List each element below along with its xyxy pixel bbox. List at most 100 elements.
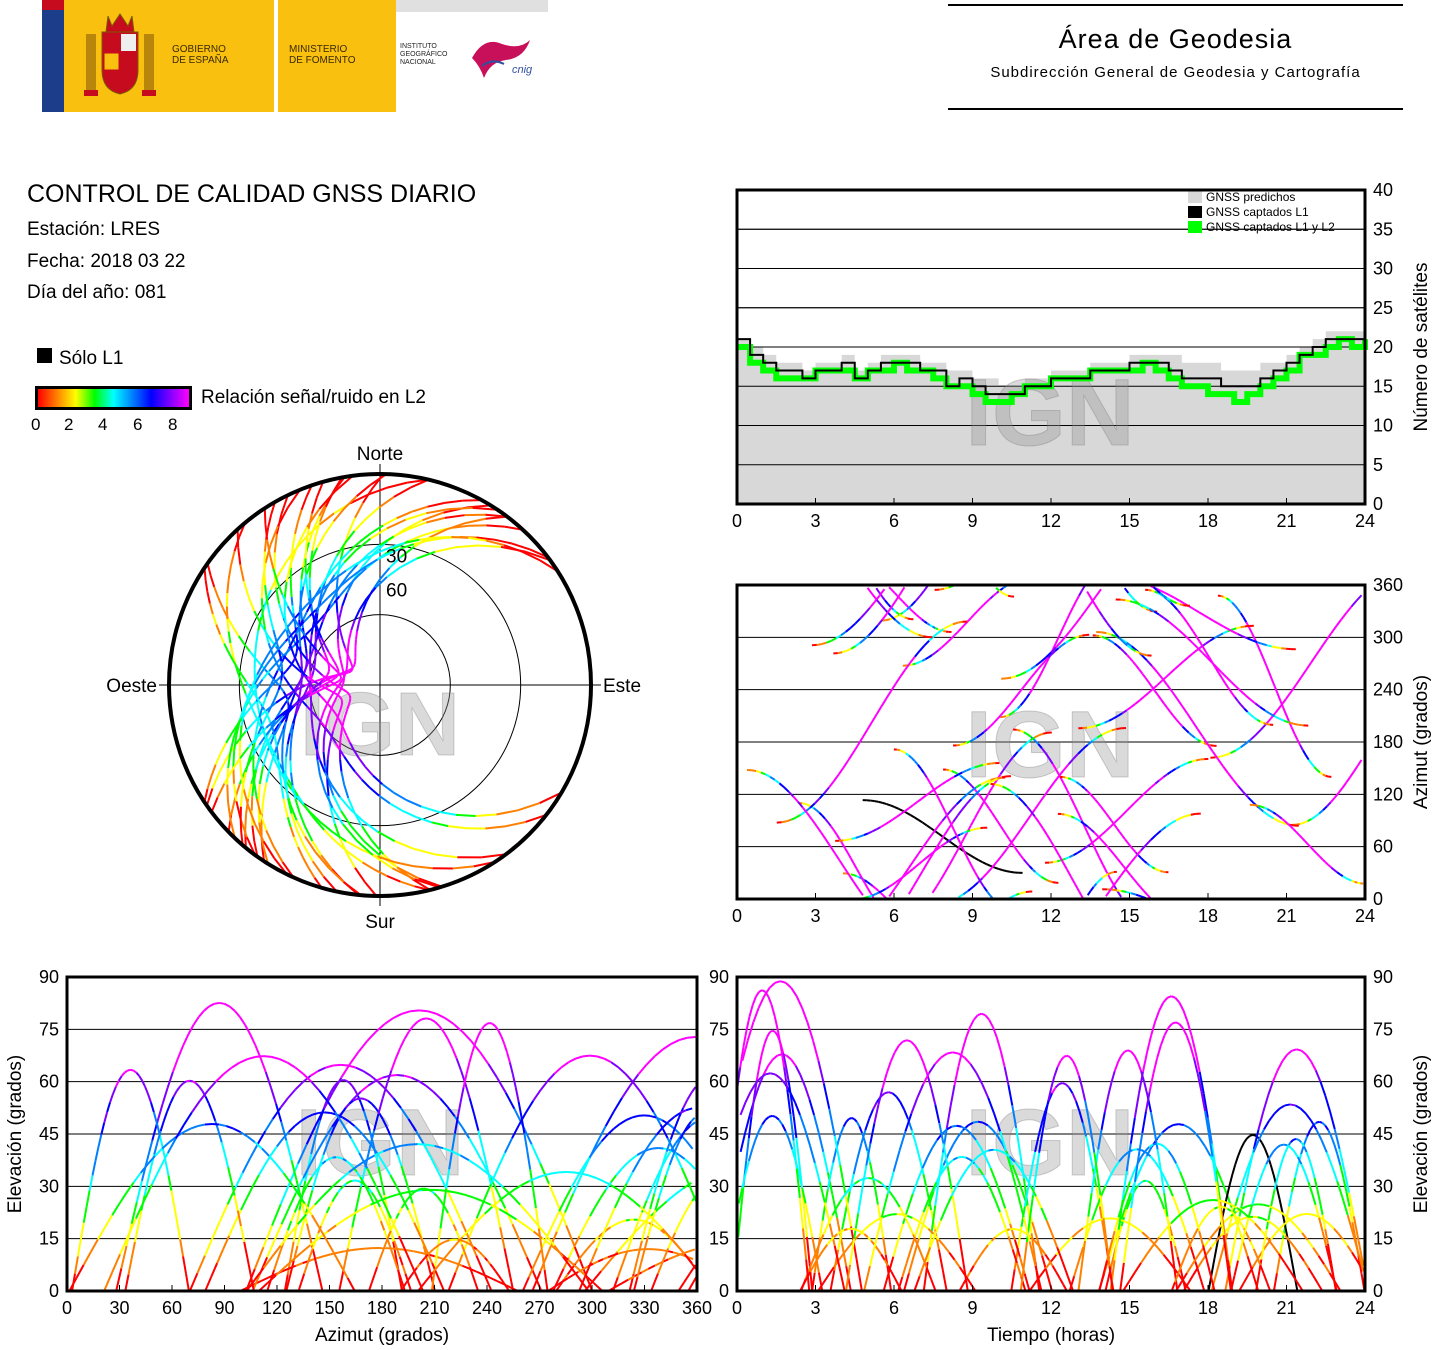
elev-az-segment: [645, 1188, 653, 1201]
elev-time-segment: [1148, 1073, 1155, 1092]
sky-segment: [341, 592, 348, 607]
sky-segment: [361, 601, 368, 613]
track-segment: [1118, 637, 1125, 643]
track-segment: [1066, 612, 1072, 620]
track-segment: [1330, 625, 1338, 634]
elev-az-segment: [249, 1033, 257, 1046]
track-segment: [896, 813, 902, 818]
sky-segment: [365, 586, 377, 600]
track-segment: [902, 750, 907, 755]
track-segment: [1140, 844, 1147, 852]
track-segment: [1105, 812, 1110, 818]
sky-segment: [367, 486, 388, 496]
track-segment: [1247, 637, 1253, 642]
track-segment: [871, 713, 878, 723]
elev-az-segment: [137, 1210, 143, 1227]
elev-time-segment: [844, 1264, 852, 1292]
elev-time-segment: [752, 1007, 760, 1024]
elev-time-segment: [1200, 1091, 1207, 1112]
track-segment: [846, 852, 852, 859]
track-segment: [951, 803, 958, 811]
elev-time-segment: [848, 1117, 852, 1120]
elev-time-segment: [1189, 1246, 1197, 1262]
sky-segment: [366, 551, 379, 559]
elev-time-segment: [1135, 1166, 1143, 1180]
track-segment: [880, 698, 888, 707]
elev-time-segment: [1260, 1142, 1266, 1149]
elev-az-segment: [365, 1138, 374, 1148]
track-segment: [1322, 805, 1328, 811]
sky-segment: [273, 533, 278, 553]
elev-time-segment: [853, 1228, 858, 1232]
track-segment: [1204, 639, 1211, 645]
track-segment: [1075, 781, 1080, 785]
track-segment: [975, 783, 982, 789]
sky-segment: [330, 656, 336, 663]
track-segment: [892, 608, 897, 613]
elev-time-segment: [923, 1246, 932, 1262]
elev-time-segment: [907, 1224, 915, 1235]
elev-az-segment: [625, 1171, 634, 1184]
elev-az-segment: [621, 1219, 627, 1223]
elev-time-segment: [749, 1083, 757, 1093]
station-label: Estación: LRES: [27, 219, 161, 240]
elev-time-segment: [1059, 1056, 1065, 1062]
elev-time-segment: [940, 1052, 948, 1059]
track-segment: [1257, 806, 1264, 813]
sky-segment: [265, 718, 277, 729]
track-segment: [1110, 627, 1117, 635]
track-segment: [875, 891, 880, 896]
elev-time-segment: [1336, 1181, 1344, 1199]
track-segment: [1326, 801, 1332, 808]
elev-az-segment: [170, 1190, 176, 1207]
elev-time-segment: [816, 1253, 822, 1261]
elev-az-segment: [452, 1204, 463, 1222]
track-segment: [905, 871, 910, 876]
elev-time-segment: [1077, 1265, 1083, 1292]
elev-az-segment: [162, 1111, 169, 1122]
track-segment: [885, 690, 892, 700]
sky-segment: [277, 684, 282, 691]
elev-az-segment: [324, 1111, 331, 1114]
elev-az-segment: [584, 1274, 595, 1284]
sky-segment: [251, 782, 255, 797]
elev-az-segment: [127, 1257, 133, 1275]
elev-time-segment: [1035, 1196, 1043, 1209]
track-segment: [1181, 705, 1189, 715]
track-segment: [1121, 810, 1128, 816]
elev-az-segment: [432, 1262, 442, 1274]
elev-az-segment: [403, 1199, 408, 1205]
track-segment: [931, 826, 939, 835]
track-segment: [888, 818, 894, 824]
sky-segment: [241, 674, 248, 683]
track-segment: [956, 809, 963, 817]
track-segment: [1039, 794, 1046, 803]
track-segment: [978, 763, 984, 767]
elev-time-segment: [863, 1233, 869, 1238]
track-segment: [1259, 651, 1265, 659]
track-segment: [1191, 649, 1198, 655]
track-segment: [968, 782, 973, 787]
elev-az-segment: [195, 1082, 200, 1088]
elev-az-segment: [390, 1232, 396, 1242]
elev-time-segment: [774, 980, 781, 984]
elev-az-segment: [685, 1107, 693, 1112]
track-segment: [1066, 789, 1072, 798]
elev-time-segment: [864, 1118, 871, 1131]
track-segment: [1183, 761, 1189, 766]
elev-az-segment: [392, 1097, 402, 1109]
elev-time-segment: [1113, 1061, 1119, 1072]
sky-segment: [279, 687, 285, 693]
sky-segment: [204, 579, 209, 593]
track-segment: [1325, 632, 1333, 641]
elev-time-segment: [927, 1228, 935, 1235]
elev-time-segment: [1024, 1176, 1032, 1187]
track-segment: [1081, 785, 1086, 790]
track-segment: [966, 767, 972, 772]
track-segment: [760, 771, 766, 776]
elev-az-segment: [318, 1226, 328, 1240]
track-segment: [781, 820, 787, 824]
elev-az-segment: [273, 1223, 283, 1241]
x-tick-label: 0: [62, 1298, 72, 1318]
